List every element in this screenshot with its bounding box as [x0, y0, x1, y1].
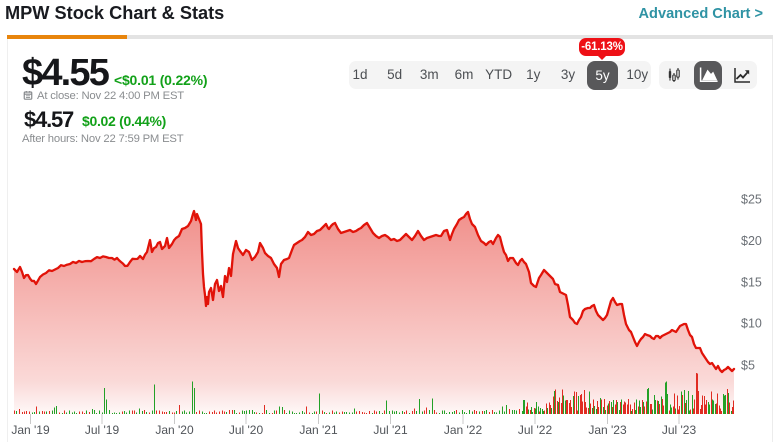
svg-text:Jul '19: Jul '19: [85, 423, 120, 437]
svg-text:Jul '20: Jul '20: [229, 423, 264, 437]
svg-text:Jan '21: Jan '21: [299, 423, 338, 437]
svg-text:Jan '23: Jan '23: [588, 423, 627, 437]
svg-text:Jan '19: Jan '19: [11, 423, 50, 437]
svg-text:$25: $25: [741, 193, 762, 207]
svg-text:$5: $5: [741, 359, 755, 373]
svg-text:Jul '23: Jul '23: [662, 423, 697, 437]
svg-text:$20: $20: [741, 234, 762, 248]
svg-text:Jan '20: Jan '20: [155, 423, 194, 437]
svg-text:$15: $15: [741, 276, 762, 290]
svg-text:$10: $10: [741, 317, 762, 331]
svg-text:Jan '22: Jan '22: [444, 423, 483, 437]
svg-text:Jul '21: Jul '21: [373, 423, 408, 437]
svg-text:Jul '22: Jul '22: [518, 423, 553, 437]
